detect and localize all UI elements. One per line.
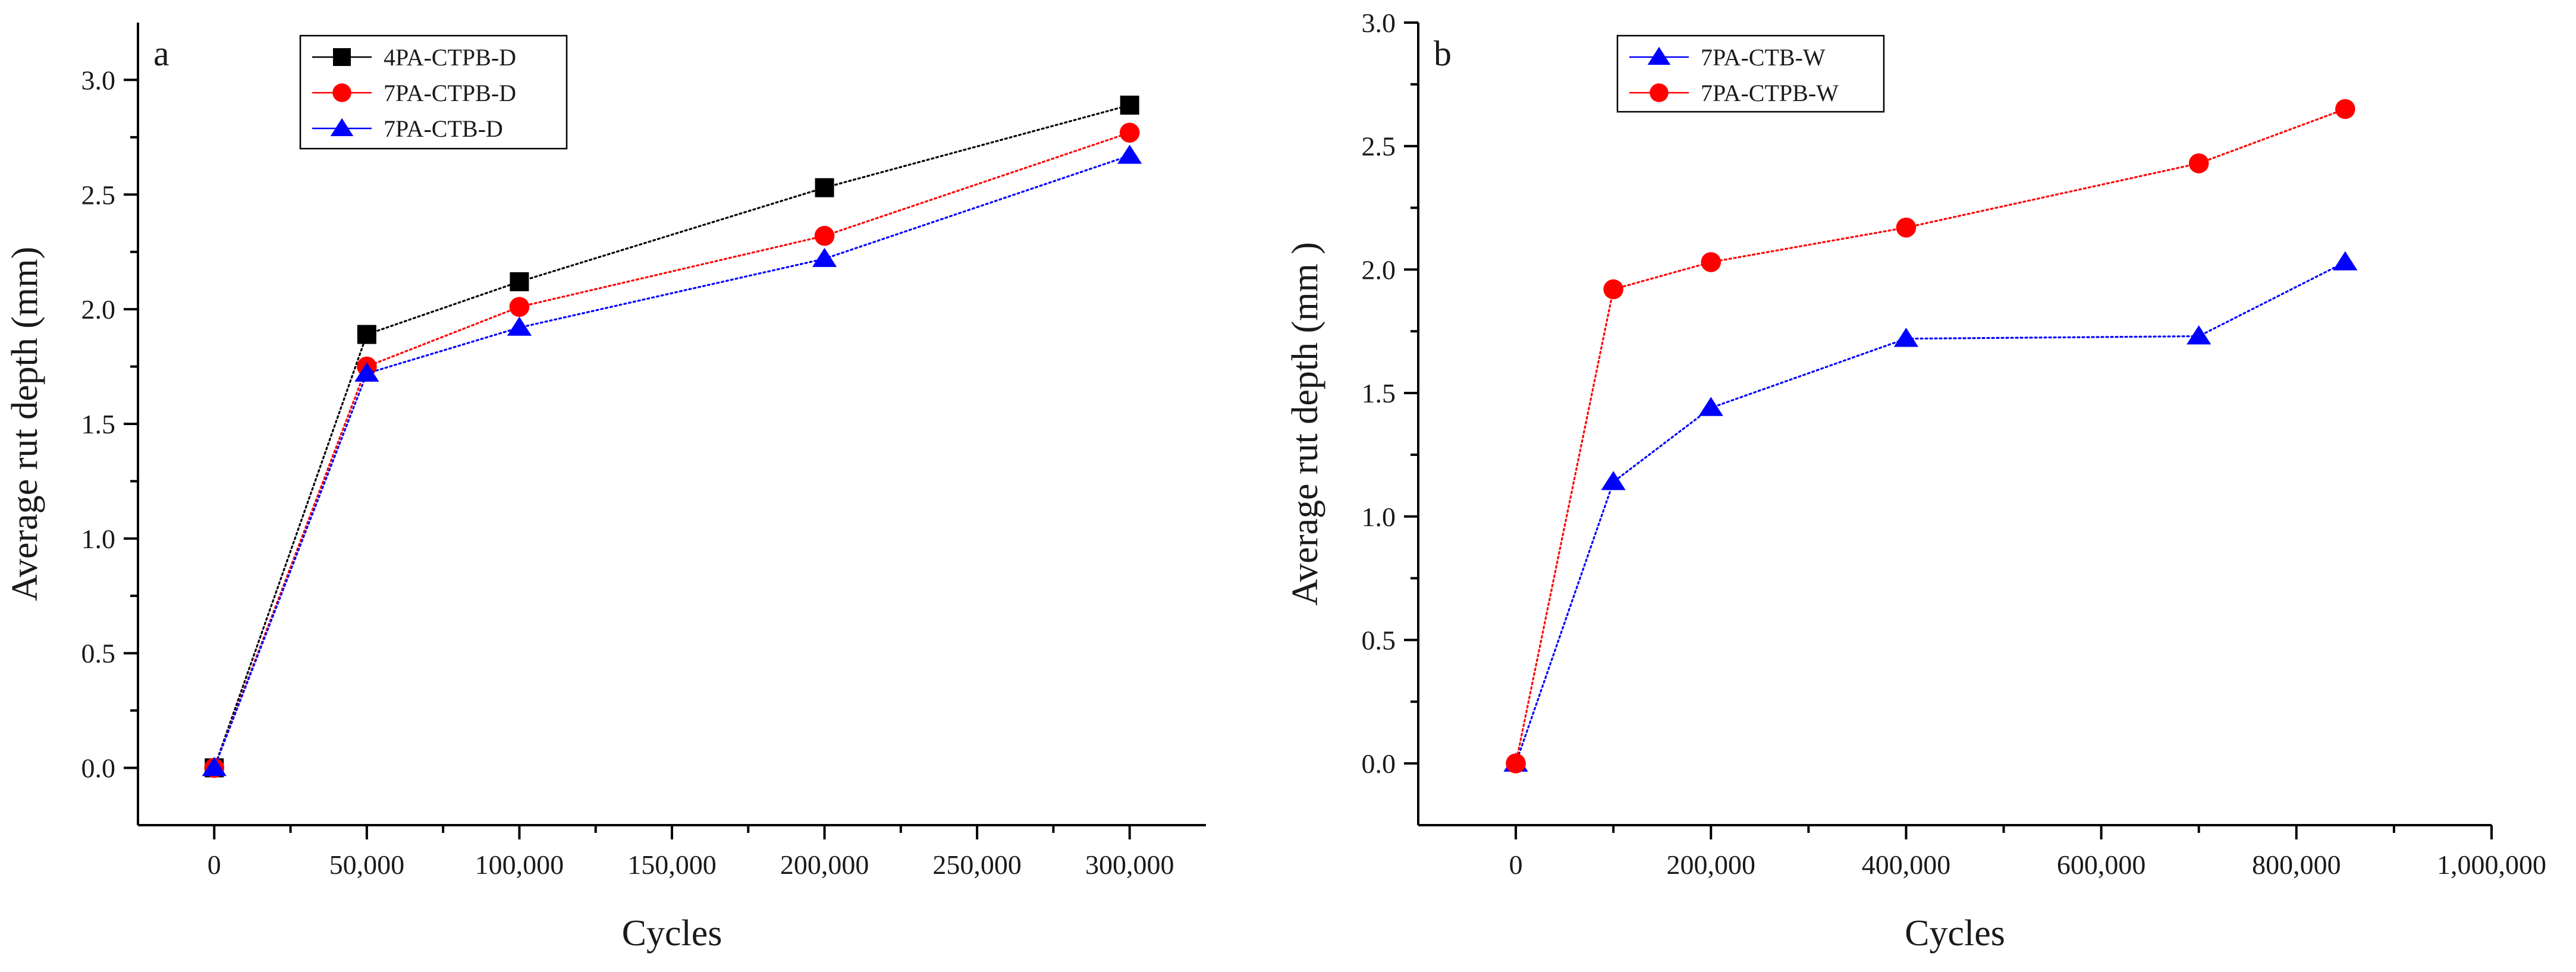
x-tick-label: 50,000 <box>329 850 405 880</box>
x-tick-label: 0 <box>1509 850 1523 880</box>
data-point <box>354 362 379 382</box>
series-line <box>213 131 1131 769</box>
y-tick-label: 2.5 <box>1362 131 1396 162</box>
y-axis-title: Average rut depth (mm) <box>5 247 45 601</box>
data-point <box>1119 122 1140 143</box>
legend-label: 7PA-CTB-D <box>384 115 503 142</box>
data-point <box>509 297 530 317</box>
y-tick-label: 1.0 <box>1362 502 1396 532</box>
legend-marker <box>332 83 351 102</box>
y-tick-label: 0.5 <box>1362 625 1396 655</box>
data-point <box>812 247 837 268</box>
x-tick-label: 200,000 <box>780 850 869 880</box>
y-tick-label: 1.0 <box>81 524 116 554</box>
data-point <box>1601 471 1626 490</box>
data-point <box>2335 99 2355 119</box>
x-tick-label: 250,000 <box>932 850 1022 880</box>
data-point <box>1698 397 1723 416</box>
y-tick-label: 3.0 <box>81 65 116 95</box>
series-7pa-ctpb-w <box>1506 99 2355 773</box>
series-4pa-ctpb-d <box>205 95 1139 778</box>
legend-entry: 7PA-CTPB-W <box>1629 80 1839 106</box>
y-tick-label: 1.5 <box>81 409 116 439</box>
panel-label: b <box>1434 34 1452 73</box>
series-7pa-ctb-d <box>202 144 1142 776</box>
series-line <box>1515 108 2346 765</box>
y-tick-label: 0.5 <box>81 638 116 669</box>
data-point <box>2188 153 2209 174</box>
y-axis-title: Average rut depth (mm ) <box>1285 242 1325 606</box>
panel-label: a <box>153 34 169 73</box>
data-point <box>1506 753 1526 773</box>
data-point <box>1603 279 1623 300</box>
legend-marker <box>1650 83 1669 102</box>
x-tick-label: 200,000 <box>1667 850 1756 880</box>
legend-label: 7PA-CTB-W <box>1701 44 1826 71</box>
data-point <box>1893 328 1919 347</box>
legend-label: 7PA-CTPB-D <box>384 80 516 106</box>
legend: 4PA-CTPB-D 7PA-CTPB-D 7PA-CTB-D <box>299 34 568 150</box>
series-line <box>213 155 1131 769</box>
y-tick-label: 0.0 <box>1362 748 1396 779</box>
data-point <box>2333 251 2358 270</box>
x-tick-label: 1,000,000 <box>2437 850 2546 880</box>
data-point <box>815 178 834 197</box>
y-tick-label: 0.0 <box>81 753 116 784</box>
data-point <box>1120 95 1139 115</box>
x-axis-title: Cycles <box>1905 913 2005 954</box>
legend-entry: 7PA-CTB-W <box>1629 44 1826 71</box>
legend: 7PA-CTB-W 7PA-CTPB-W <box>1616 34 1885 113</box>
legend-entry: 4PA-CTPB-D <box>312 44 516 71</box>
x-axis-title: Cycles <box>622 913 722 954</box>
legend-marker <box>1647 46 1671 65</box>
data-point <box>357 325 376 344</box>
data-point <box>1701 252 1721 272</box>
series-line <box>213 104 1131 769</box>
x-tick-label: 100,000 <box>475 850 564 880</box>
y-tick-label: 2.0 <box>81 294 116 325</box>
series-line <box>1515 261 2346 765</box>
legend-entry: 7PA-CTPB-D <box>312 80 516 106</box>
data-point <box>202 757 227 776</box>
data-point <box>507 316 532 336</box>
data-point <box>510 272 529 291</box>
legend-marker <box>333 48 351 66</box>
legend-entry: 7PA-CTB-D <box>312 115 503 142</box>
y-tick-label: 3.0 <box>1362 8 1396 38</box>
data-point <box>814 225 835 246</box>
y-tick-label: 2.5 <box>81 180 116 210</box>
y-tick-label: 1.5 <box>1362 378 1396 408</box>
legend-marker <box>330 118 354 136</box>
x-tick-label: 150,000 <box>627 850 717 880</box>
y-tick-label: 2.0 <box>1362 254 1396 285</box>
panel-b-chart: 0 200,000 400,000 600,000 800,000 1,000,000 0.… <box>1285 8 2546 954</box>
series-7pa-ctb-w <box>1503 251 2358 772</box>
series-7pa-ctpb-d <box>204 122 1140 778</box>
legend-label: 4PA-CTPB-D <box>384 44 516 71</box>
x-tick-label: 300,000 <box>1085 850 1174 880</box>
data-point <box>1896 217 1917 238</box>
x-tick-label: 0 <box>208 850 221 880</box>
x-tick-label: 600,000 <box>2057 850 2146 880</box>
data-point <box>1117 144 1142 164</box>
panel-a-chart: 0 50,000 100,000 150,000 200,000 250,000 300,0… <box>5 23 1206 954</box>
data-point <box>2187 325 2211 345</box>
x-tick-label: 400,000 <box>1862 850 1951 880</box>
legend-label: 7PA-CTPB-W <box>1701 80 1839 106</box>
x-tick-label: 800,000 <box>2252 850 2341 880</box>
